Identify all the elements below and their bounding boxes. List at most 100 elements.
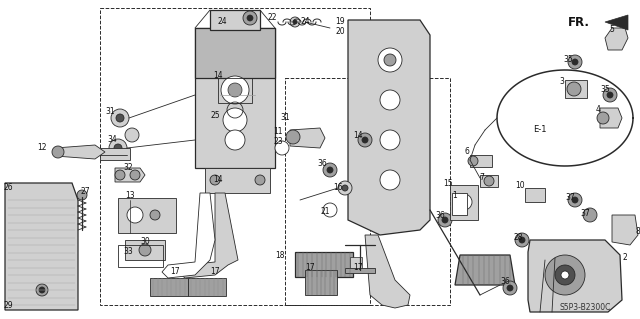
- Text: 36: 36: [435, 211, 445, 219]
- Circle shape: [115, 170, 125, 180]
- Polygon shape: [365, 235, 410, 308]
- Text: 25: 25: [210, 110, 220, 120]
- Text: 10: 10: [515, 181, 525, 189]
- Circle shape: [77, 190, 87, 200]
- Polygon shape: [455, 255, 515, 285]
- Text: 1: 1: [452, 190, 458, 199]
- Text: 2: 2: [623, 254, 627, 263]
- Circle shape: [323, 203, 337, 217]
- Circle shape: [607, 92, 613, 98]
- Text: 37: 37: [580, 209, 590, 218]
- Circle shape: [545, 255, 585, 295]
- Circle shape: [243, 11, 257, 25]
- Polygon shape: [612, 215, 638, 245]
- Bar: [450, 185, 478, 220]
- Text: 24: 24: [217, 18, 227, 26]
- Circle shape: [210, 175, 220, 185]
- Text: 33: 33: [123, 248, 133, 256]
- Text: 18: 18: [275, 250, 285, 259]
- Circle shape: [568, 193, 582, 207]
- Text: 37: 37: [565, 194, 575, 203]
- Circle shape: [125, 128, 139, 142]
- Bar: [188, 278, 226, 296]
- Circle shape: [555, 265, 575, 285]
- Text: 13: 13: [125, 190, 135, 199]
- Polygon shape: [605, 15, 628, 30]
- Text: 23: 23: [273, 137, 283, 146]
- Text: 31: 31: [105, 108, 115, 116]
- Polygon shape: [115, 168, 145, 182]
- Text: 5: 5: [609, 26, 614, 34]
- Circle shape: [603, 88, 617, 102]
- Text: 15: 15: [443, 179, 453, 188]
- Circle shape: [221, 76, 249, 104]
- Bar: [565, 80, 587, 98]
- Text: 34: 34: [107, 136, 117, 145]
- Text: 17: 17: [305, 263, 315, 272]
- Circle shape: [380, 130, 400, 150]
- Polygon shape: [528, 240, 622, 312]
- Circle shape: [438, 213, 452, 227]
- Circle shape: [39, 287, 45, 293]
- Circle shape: [150, 210, 160, 220]
- Bar: [218, 78, 252, 103]
- Circle shape: [597, 112, 609, 124]
- Bar: [452, 193, 467, 215]
- Bar: [305, 270, 337, 295]
- Text: 16: 16: [333, 183, 343, 192]
- Bar: [125, 240, 165, 260]
- Circle shape: [380, 170, 400, 190]
- Circle shape: [130, 170, 140, 180]
- Circle shape: [442, 217, 448, 223]
- Circle shape: [384, 54, 396, 66]
- Text: 19: 19: [335, 18, 345, 26]
- Circle shape: [567, 82, 581, 96]
- Text: 29: 29: [3, 300, 13, 309]
- Text: 17: 17: [170, 268, 180, 277]
- Text: 14: 14: [213, 70, 223, 79]
- Text: 31: 31: [280, 114, 290, 122]
- Circle shape: [378, 48, 402, 72]
- Bar: [100, 148, 130, 160]
- Text: 7: 7: [479, 174, 484, 182]
- Bar: [195, 28, 275, 78]
- Bar: [480, 175, 498, 187]
- Circle shape: [109, 139, 127, 157]
- Circle shape: [286, 130, 300, 144]
- Text: FR.: FR.: [568, 16, 590, 28]
- Circle shape: [228, 83, 242, 97]
- Circle shape: [568, 55, 582, 69]
- Text: 22: 22: [268, 13, 276, 23]
- Text: 24: 24: [300, 18, 310, 26]
- Bar: [295, 252, 353, 277]
- Bar: [525, 188, 545, 202]
- Bar: [350, 257, 362, 269]
- Text: 32: 32: [123, 164, 133, 173]
- Circle shape: [561, 271, 569, 279]
- Bar: [210, 10, 260, 30]
- Polygon shape: [290, 128, 325, 148]
- Circle shape: [139, 244, 151, 256]
- Circle shape: [468, 156, 478, 166]
- Text: 6: 6: [465, 147, 469, 157]
- Circle shape: [515, 233, 529, 247]
- Circle shape: [484, 176, 494, 186]
- Text: 14: 14: [353, 130, 363, 139]
- Circle shape: [111, 109, 129, 127]
- Polygon shape: [600, 108, 622, 128]
- Polygon shape: [605, 28, 628, 50]
- Circle shape: [225, 130, 245, 150]
- Text: 17: 17: [353, 263, 363, 272]
- Circle shape: [290, 17, 300, 27]
- Polygon shape: [55, 145, 105, 159]
- Circle shape: [293, 20, 297, 24]
- Text: 8: 8: [636, 227, 640, 236]
- Text: 3: 3: [559, 78, 564, 86]
- Polygon shape: [162, 193, 215, 278]
- Bar: [470, 155, 492, 167]
- Text: 12: 12: [37, 144, 47, 152]
- Circle shape: [255, 175, 265, 185]
- Circle shape: [572, 197, 578, 203]
- Circle shape: [323, 163, 337, 177]
- Circle shape: [358, 133, 372, 147]
